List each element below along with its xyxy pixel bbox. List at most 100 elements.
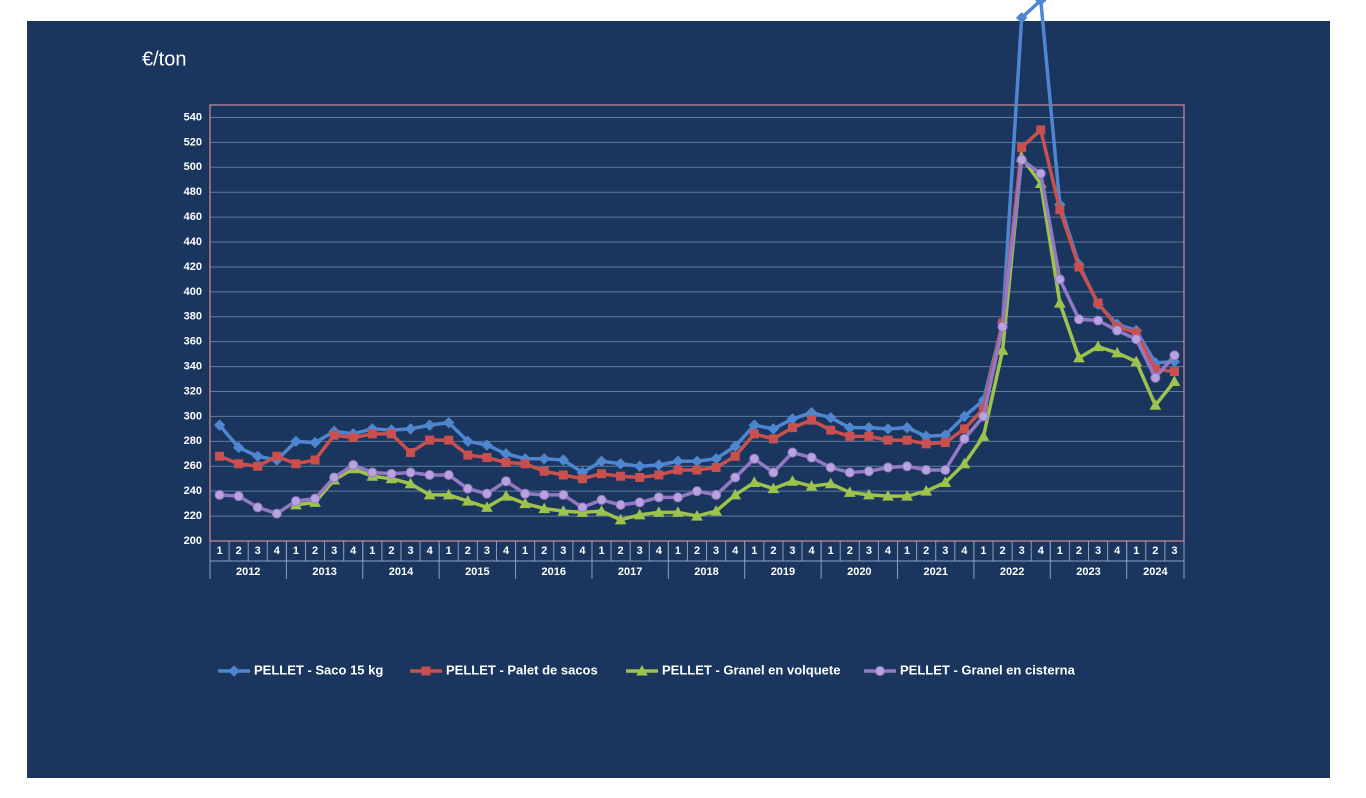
year-label: 2023 [1076, 566, 1100, 578]
marker [348, 460, 359, 471]
marker [958, 410, 971, 423]
marker [329, 472, 340, 483]
marker [501, 458, 511, 468]
x-tick-label: 3 [1171, 545, 1177, 557]
marker [461, 495, 474, 506]
marker [673, 465, 683, 475]
marker [882, 462, 893, 473]
marker [633, 508, 646, 520]
marker [539, 466, 549, 476]
marker [463, 450, 473, 460]
marker [443, 469, 454, 480]
x-tick-label: 2 [1076, 545, 1082, 557]
marker [824, 477, 837, 489]
marker [634, 497, 645, 508]
marker [252, 502, 263, 513]
marker [730, 472, 741, 483]
marker [691, 510, 703, 521]
x-tick-label: 3 [255, 545, 261, 557]
marker [921, 439, 931, 449]
marker [520, 459, 530, 469]
marker [290, 496, 301, 507]
marker [405, 467, 416, 478]
marker [768, 467, 779, 478]
marker [423, 488, 436, 500]
marker [482, 453, 492, 463]
x-tick-label: 3 [1019, 545, 1025, 557]
year-label: 2014 [389, 566, 414, 578]
marker [787, 423, 797, 433]
marker [807, 415, 817, 425]
marker [805, 480, 818, 491]
marker [615, 499, 626, 510]
marker [1017, 142, 1027, 152]
marker [1073, 351, 1085, 363]
legend-label: PELLET - Granel en volquete [662, 662, 840, 677]
marker [271, 508, 282, 519]
marker [959, 424, 969, 434]
marker [272, 451, 282, 461]
x-tick-label: 3 [1095, 545, 1101, 557]
marker [291, 459, 301, 469]
marker [557, 505, 570, 516]
legend: PELLET - Saco 15 kg PELLET - Palet de sac… [218, 662, 1076, 677]
marker [959, 433, 970, 444]
x-tick-label: 4 [1038, 545, 1045, 557]
marker [1111, 346, 1124, 358]
marker [444, 435, 454, 445]
legend-label: PELLET - Granel en cisterna [900, 662, 1076, 677]
x-tick-label: 4 [579, 545, 586, 557]
marker [875, 666, 885, 676]
marker [423, 419, 436, 431]
marker [500, 490, 512, 501]
x-tick-label: 1 [828, 545, 834, 557]
x-tick-label: 2 [465, 545, 471, 557]
marker [577, 474, 587, 484]
grid [210, 116, 1184, 542]
marker [214, 489, 225, 500]
marker [787, 447, 798, 458]
marker [1054, 297, 1066, 308]
x-tick-label: 2 [694, 545, 700, 557]
marker [253, 461, 263, 471]
x-tick-label: 4 [427, 545, 434, 557]
year-label: 2018 [694, 566, 718, 578]
marker [692, 465, 702, 475]
y-tick-label: 240 [184, 485, 202, 497]
x-tick-label: 1 [1057, 545, 1063, 557]
x-tick-label: 2 [236, 545, 242, 557]
marker [501, 476, 512, 487]
year-label: 2013 [312, 566, 336, 578]
marker [404, 477, 417, 489]
x-tick-label: 3 [713, 545, 719, 557]
marker [367, 429, 377, 439]
y-unit-label: €/ton [142, 48, 186, 70]
year-label: 2020 [847, 566, 871, 578]
marker [710, 505, 722, 516]
y-tick-label: 460 [184, 211, 202, 223]
x-tick-label: 4 [809, 545, 816, 557]
marker [977, 430, 990, 441]
marker [538, 502, 551, 514]
marker [481, 439, 493, 451]
marker [729, 488, 742, 500]
marker [882, 490, 894, 501]
marker [1149, 399, 1162, 410]
marker [557, 454, 570, 466]
marker [826, 425, 836, 435]
x-tick-label: 3 [560, 545, 566, 557]
marker [824, 411, 837, 424]
marker [595, 505, 608, 516]
marker [653, 492, 664, 503]
marker [692, 486, 702, 497]
marker [539, 489, 550, 500]
marker [213, 419, 226, 431]
x-tick-label: 2 [312, 545, 318, 557]
y-tick-label: 360 [184, 336, 202, 348]
marker [558, 470, 568, 480]
year-label: 2021 [923, 566, 947, 578]
marker [538, 453, 550, 465]
marker [616, 471, 626, 481]
x-tick-label: 1 [675, 545, 681, 557]
y-tick-label: 400 [184, 286, 202, 298]
